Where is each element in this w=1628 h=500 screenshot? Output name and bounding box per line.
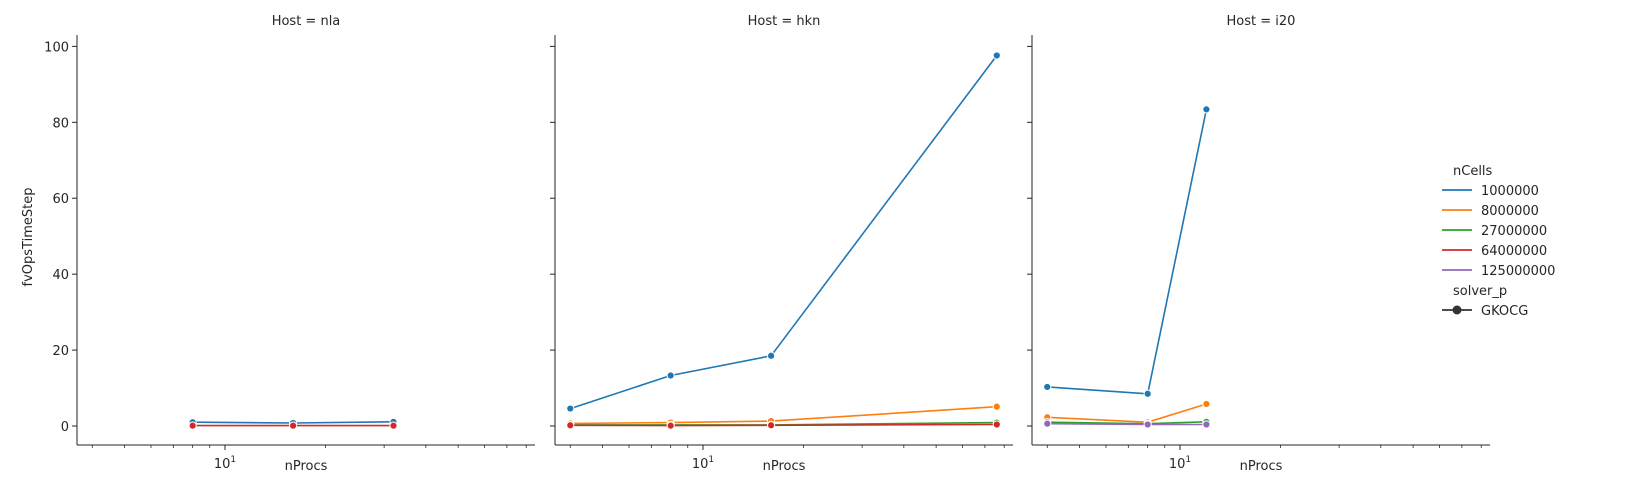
x-tick-base: 10: [1169, 457, 1186, 472]
legend-label: 64000000: [1481, 244, 1547, 259]
x-tick-exponent: 1: [708, 455, 714, 465]
series-line-1000000: [1047, 109, 1208, 395]
x-tick-base: 10: [214, 457, 231, 472]
data-point: [766, 351, 776, 360]
data-point: [1202, 399, 1211, 409]
x-tick-exponent: 1: [230, 455, 236, 465]
legend-style-title: solver_p: [1453, 284, 1507, 299]
data-point: [992, 51, 1001, 60]
data-point: [666, 421, 675, 430]
x-tick-label: 101: [214, 455, 236, 472]
series-line-8000000: [1047, 403, 1207, 424]
x-tick-exponent: 1: [1185, 455, 1191, 465]
x-tick-label: 101: [692, 455, 714, 472]
y-tick-label: 0: [61, 420, 69, 435]
x-axis-title: nProcs: [285, 459, 328, 474]
data-point: [288, 421, 298, 430]
x-axis-title: nProcs: [763, 459, 806, 474]
data-point: [1202, 105, 1211, 114]
data-point: [766, 421, 776, 430]
y-tick-label: 80: [52, 116, 69, 131]
data-point: [1043, 419, 1052, 428]
legend-style-marker: [1452, 305, 1462, 315]
legend-label: 125000000: [1481, 264, 1555, 279]
legend-label: 8000000: [1481, 204, 1539, 219]
panel-1: Host = hkn 101 nProcs: [550, 14, 1013, 474]
legend: nCells 1000000 8000000 27000000 64000000 1250…: [1442, 164, 1555, 319]
data-point: [1043, 382, 1052, 392]
y-tick-label: 40: [52, 268, 69, 283]
panel-0: Host = nla 0 20 40 60 80 100 101 nProcs: [44, 14, 535, 474]
series-line-1000000: [570, 55, 998, 410]
data-point: [566, 404, 575, 413]
panel-2: Host = i20 101 nProcs: [1027, 14, 1490, 474]
data-point: [188, 421, 197, 430]
panel-title: Host = hkn: [748, 14, 821, 29]
y-tick-label: 100: [44, 40, 69, 55]
data-point: [1202, 420, 1211, 429]
x-axis-title: nProcs: [1240, 459, 1283, 474]
data-point: [992, 420, 1001, 429]
legend-hue-title: nCells: [1453, 164, 1493, 179]
data-point: [992, 402, 1001, 411]
series-line-64000000: [570, 423, 997, 427]
series-line-8000000: [570, 405, 997, 425]
panel-title: Host = nla: [272, 14, 341, 29]
legend-style-label: GKOCG: [1481, 304, 1528, 319]
y-tick-label: 20: [52, 344, 69, 359]
data-point: [666, 371, 675, 380]
panel-title: Host = i20: [1227, 14, 1296, 29]
legend-label: 27000000: [1481, 224, 1547, 239]
data-point: [389, 421, 398, 430]
y-tick-label: 60: [52, 192, 69, 207]
data-point: [1143, 420, 1152, 429]
series-line-125000000: [1047, 422, 1207, 426]
data-point: [566, 421, 575, 430]
legend-label: 1000000: [1481, 184, 1539, 199]
x-tick-label: 101: [1169, 455, 1191, 472]
y-axis-title: fvOpsTimeStep: [21, 188, 36, 287]
data-point: [1143, 389, 1152, 398]
x-tick-base: 10: [692, 457, 709, 472]
